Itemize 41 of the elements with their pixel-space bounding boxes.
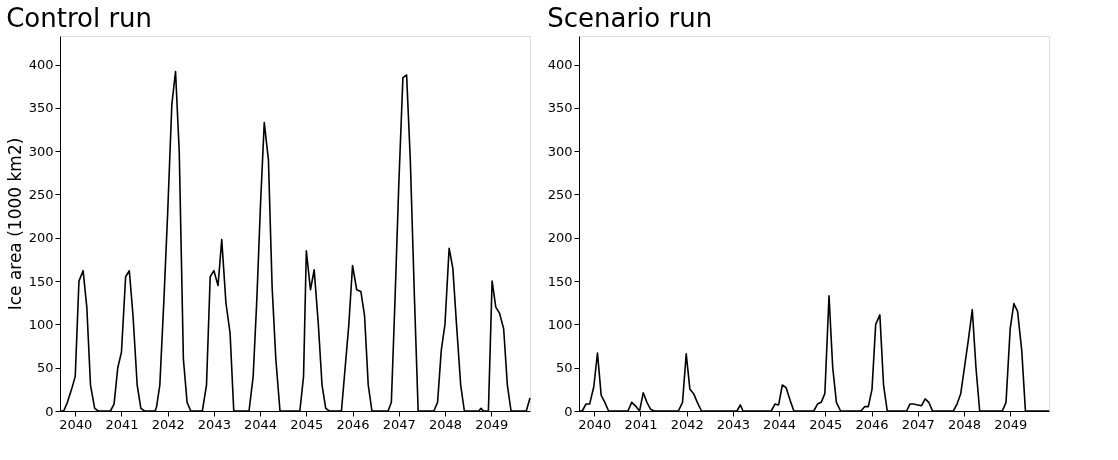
y-tick-label: 400 — [28, 57, 54, 73]
x-tick-label: 2041 — [624, 416, 658, 432]
x-tick-label: 2047 — [901, 416, 935, 432]
x-tick-label: 2044 — [244, 416, 278, 432]
y-tick-label: 100 — [28, 316, 54, 332]
y-tick-label: 400 — [547, 57, 573, 73]
x-tick-label: 2043 — [716, 416, 750, 432]
x-tick-label: 2045 — [809, 416, 843, 432]
chart-title: Scenario run — [547, 3, 713, 33]
x-tick-label: 2042 — [151, 416, 185, 432]
y-tick-label: 0 — [564, 403, 573, 419]
x-tick-label: 2048 — [947, 416, 982, 432]
x-tick-label: 2041 — [105, 416, 139, 432]
y-tick-label: 250 — [547, 186, 573, 202]
chart-title: Control run — [6, 3, 153, 33]
y-tick-label: 350 — [28, 100, 54, 116]
y-tick-label: 350 — [547, 100, 573, 116]
x-tick-label: 2047 — [382, 416, 416, 432]
x-tick-label: 2049 — [475, 416, 509, 432]
y-tick-label: 0 — [45, 403, 54, 419]
y-axis-title: Ice area (1000 km2) — [4, 137, 25, 311]
y-tick-label: 200 — [547, 230, 573, 246]
x-tick-label: 2042 — [670, 416, 704, 432]
x-tick-label: 2043 — [197, 416, 231, 432]
x-tick-label: 2049 — [994, 416, 1028, 432]
y-tick-label: 150 — [547, 273, 573, 289]
y-tick-label: 300 — [28, 143, 54, 159]
y-tick-label: 50 — [36, 360, 54, 376]
y-tick-label: 150 — [28, 273, 54, 289]
x-tick-label: 2046 — [336, 416, 370, 432]
y-tick-label: 300 — [547, 143, 573, 159]
y-tick-label: 50 — [555, 360, 573, 376]
x-tick-label: 2046 — [855, 416, 889, 432]
x-tick-label: 2040 — [59, 416, 93, 432]
x-tick-label: 2048 — [428, 416, 463, 432]
y-tick-label: 200 — [28, 230, 54, 246]
y-tick-label: 250 — [28, 186, 54, 202]
y-tick-label: 100 — [547, 316, 573, 332]
x-tick-label: 2040 — [578, 416, 612, 432]
x-tick-label: 2044 — [763, 416, 797, 432]
x-tick-label: 2045 — [290, 416, 324, 432]
